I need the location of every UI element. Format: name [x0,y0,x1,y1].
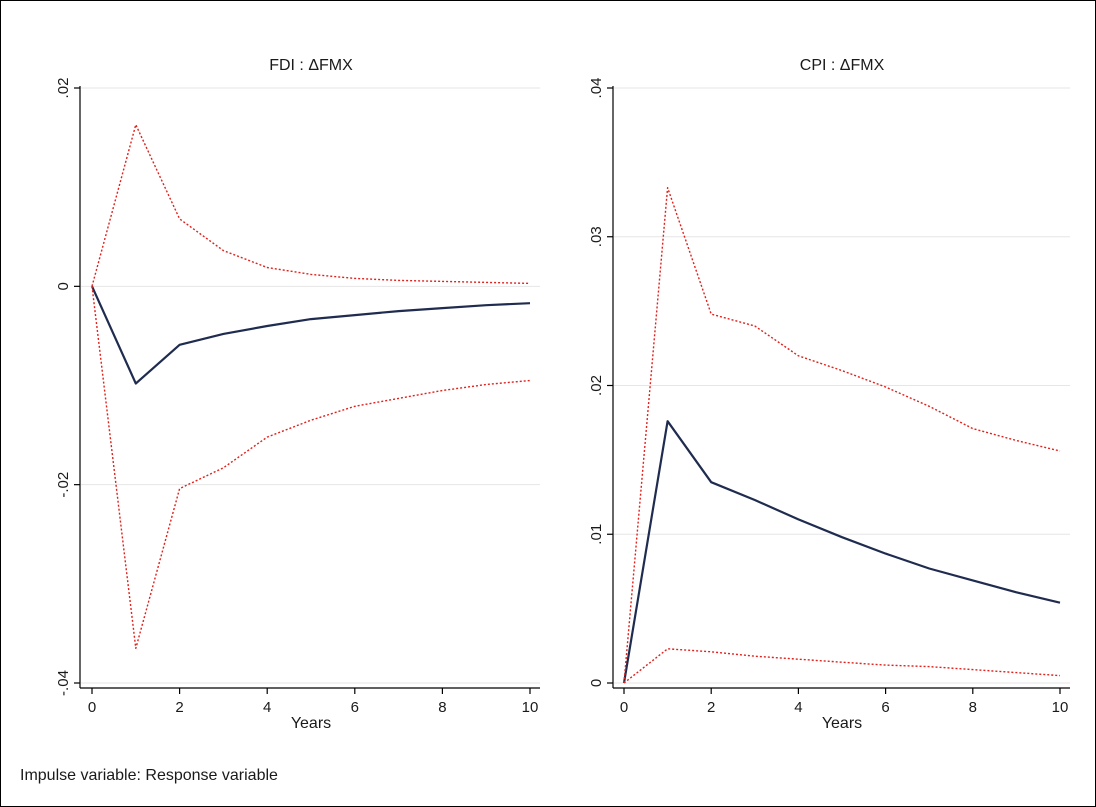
x-tick-label: 10 [522,699,539,716]
x-tick-label: 10 [1052,699,1069,716]
chart-title: FDI : ΔFMX [269,57,353,74]
x-tick-label: 6 [351,699,359,716]
y-tick-label: 0 [55,282,72,290]
x-tick-label: 4 [794,699,802,716]
y-tick-label: .01 [588,524,605,545]
y-tick-label: .04 [588,78,605,99]
x-axis-label: Years [291,715,331,732]
x-tick-label: 2 [175,699,183,716]
y-tick-label: .02 [588,375,605,396]
x-tick-label: 2 [707,699,715,716]
series-line-response [90,285,531,385]
chart-title: CPI : ΔFMX [800,57,885,74]
x-axis-label: Years [822,715,862,732]
series-line-upper [623,186,1061,684]
series-line-response [622,420,1061,684]
x-tick-label: 0 [88,699,96,716]
x-tick-label: 6 [881,699,889,716]
y-tick-label: .03 [588,226,605,247]
panel-fdi: -.04 -.02 0 .02 0 2 4 6 8 10 FDI : ΔFMX Years [55,57,540,732]
x-tick-label: 8 [969,699,977,716]
y-tick-label: -.04 [55,670,72,696]
x-tick-label: 0 [620,699,628,716]
graph-note: Impulse variable: Response variable [20,767,278,784]
y-tick-label: -.02 [55,472,72,498]
panel-cpi: 0 .01 .02 .03 .04 0 2 4 6 8 10 CPI : ΔFMX Years [588,57,1070,732]
series-line-upper [91,123,531,287]
series-line-lower [91,286,531,649]
series-line-lower [623,648,1061,684]
x-tick-label: 4 [263,699,271,716]
x-tick-label: 8 [438,699,446,716]
y-tick-label: 0 [588,679,605,687]
y-tick-label: .02 [55,78,72,99]
